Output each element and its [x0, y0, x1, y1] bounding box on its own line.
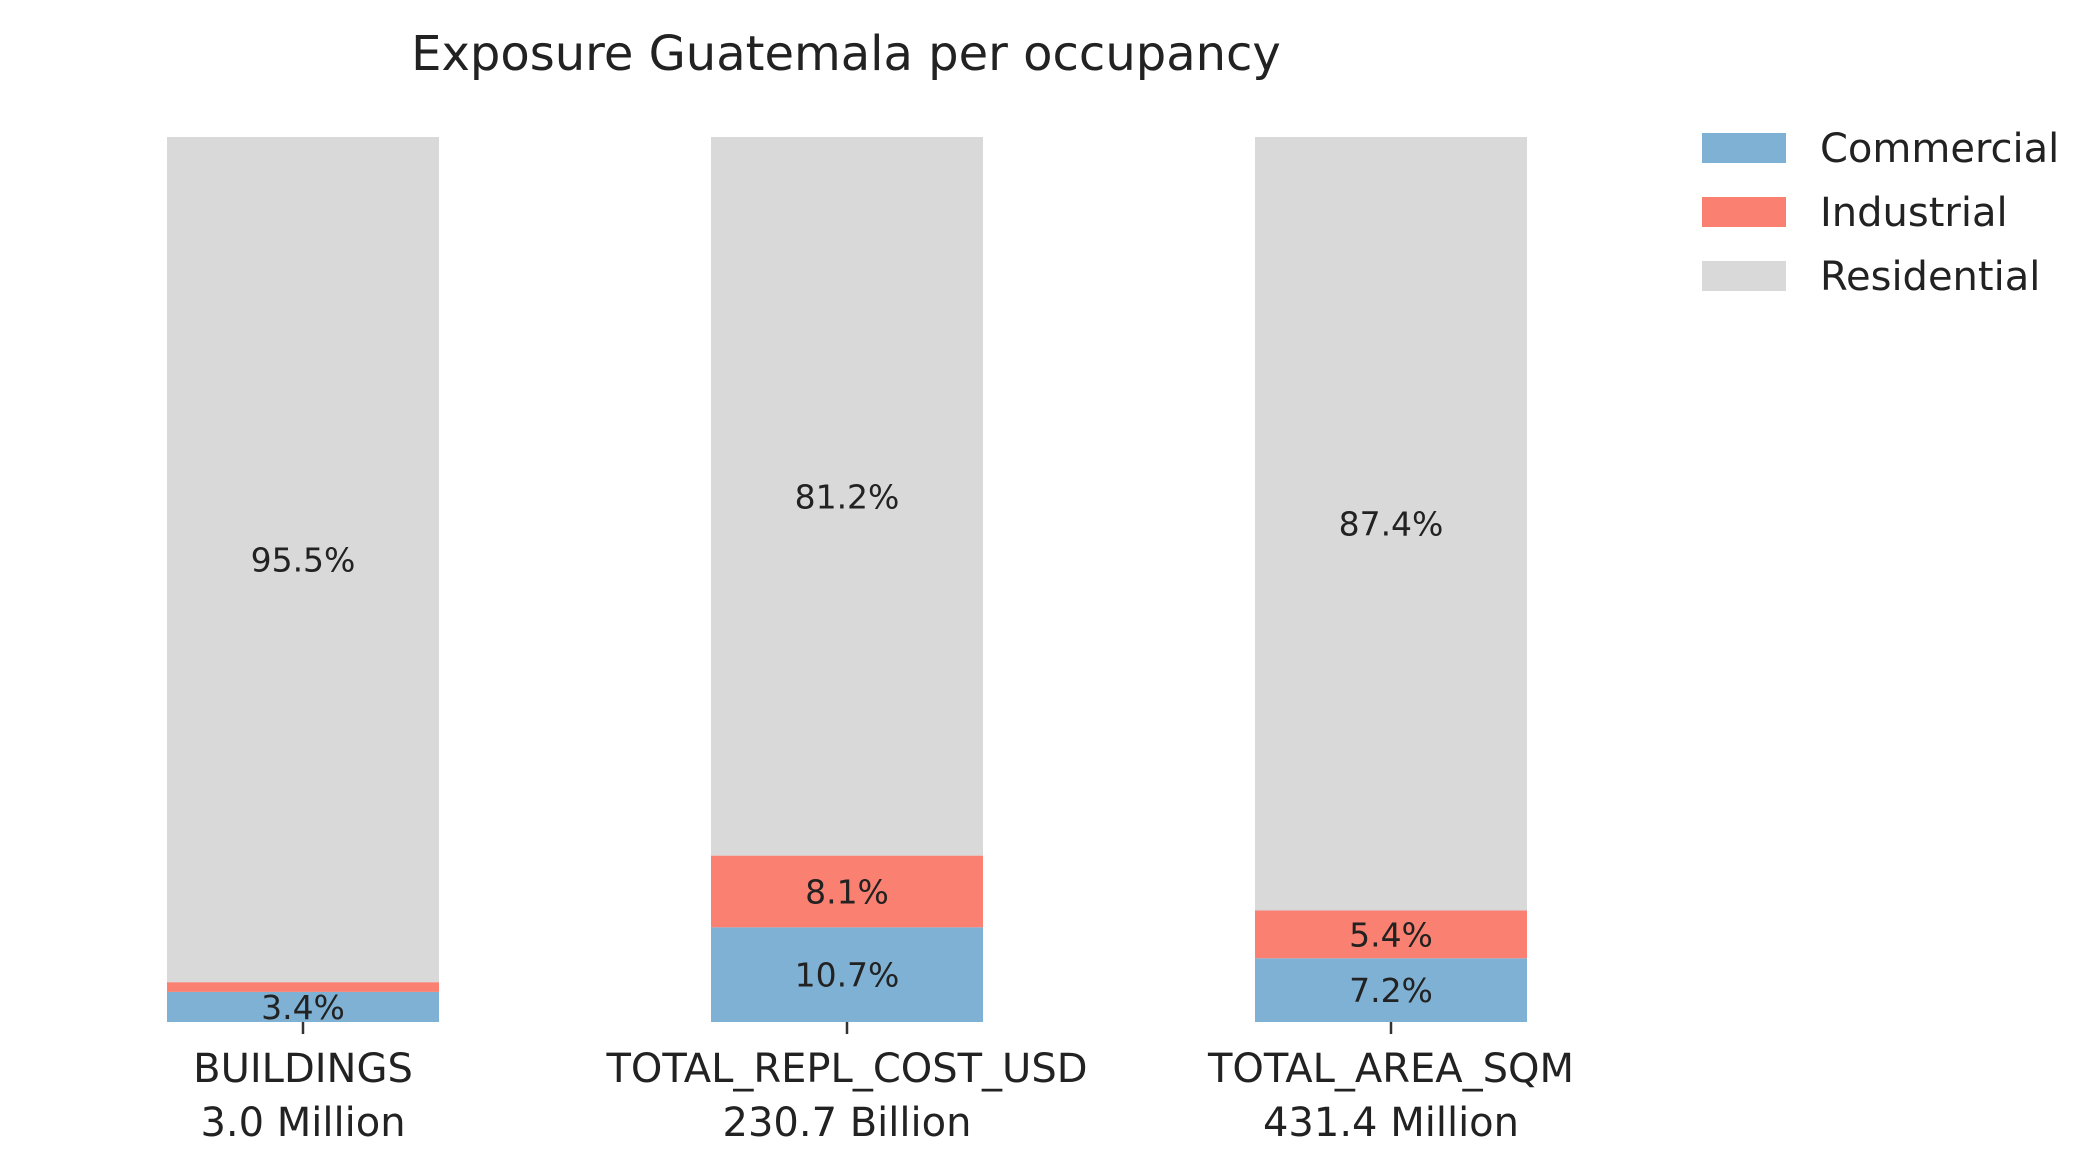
bar-residential-total-area-sqm — [1255, 137, 1527, 911]
bar-industrial-total-area-sqm — [1255, 910, 1527, 959]
data-label: 7.2% — [1349, 971, 1433, 1010]
legend-swatch-residential — [1702, 261, 1786, 291]
bar-industrial-buildings — [167, 982, 439, 992]
bar-commercial-buildings — [167, 991, 439, 1022]
legend-swatch-industrial — [1702, 197, 1786, 227]
legend-label-commercial: Commercial — [1820, 126, 2059, 172]
legend-label-residential: Residential — [1820, 254, 2040, 300]
x-tick-total: 230.7 Billion — [723, 1100, 972, 1146]
bar-industrial-total-repl-cost-usd — [711, 855, 983, 928]
data-label: 3.4% — [261, 988, 345, 1027]
x-tick-label: BUILDINGS — [193, 1046, 413, 1092]
bar-commercial-total-area-sqm — [1255, 958, 1527, 1022]
bar-residential-buildings — [167, 137, 439, 983]
bar-residential-total-repl-cost-usd — [711, 137, 983, 856]
legend-swatch-commercial — [1702, 133, 1786, 163]
x-tick-label: TOTAL_AREA_SQM — [1207, 1046, 1574, 1092]
legend-label-industrial: Industrial — [1820, 190, 2008, 236]
data-label: 10.7% — [795, 956, 900, 995]
x-tick-total: 431.4 Million — [1263, 1100, 1519, 1146]
data-label: 81.2% — [795, 477, 900, 516]
x-tick-total: 3.0 Million — [200, 1100, 405, 1146]
bars-group: 3.4% 95.5% 10.7% 8.1% 81.2% 7.2% 5.4% 87.4% — [167, 137, 1527, 1027]
data-label: 95.5% — [251, 541, 356, 580]
data-label: 87.4% — [1339, 505, 1444, 544]
chart-title: Exposure Guatemala per occupancy — [411, 26, 1281, 82]
x-tick-label: TOTAL_REPL_COST_USD — [605, 1046, 1087, 1092]
legend: Commercial Industrial Residential — [1702, 126, 2059, 300]
bar-commercial-total-repl-cost-usd — [711, 927, 983, 1022]
data-label: 5.4% — [1349, 915, 1433, 954]
data-label: 8.1% — [805, 872, 889, 911]
x-axis: BUILDINGS 3.0 Million TOTAL_REPL_COST_USD 2… — [193, 1022, 1574, 1146]
